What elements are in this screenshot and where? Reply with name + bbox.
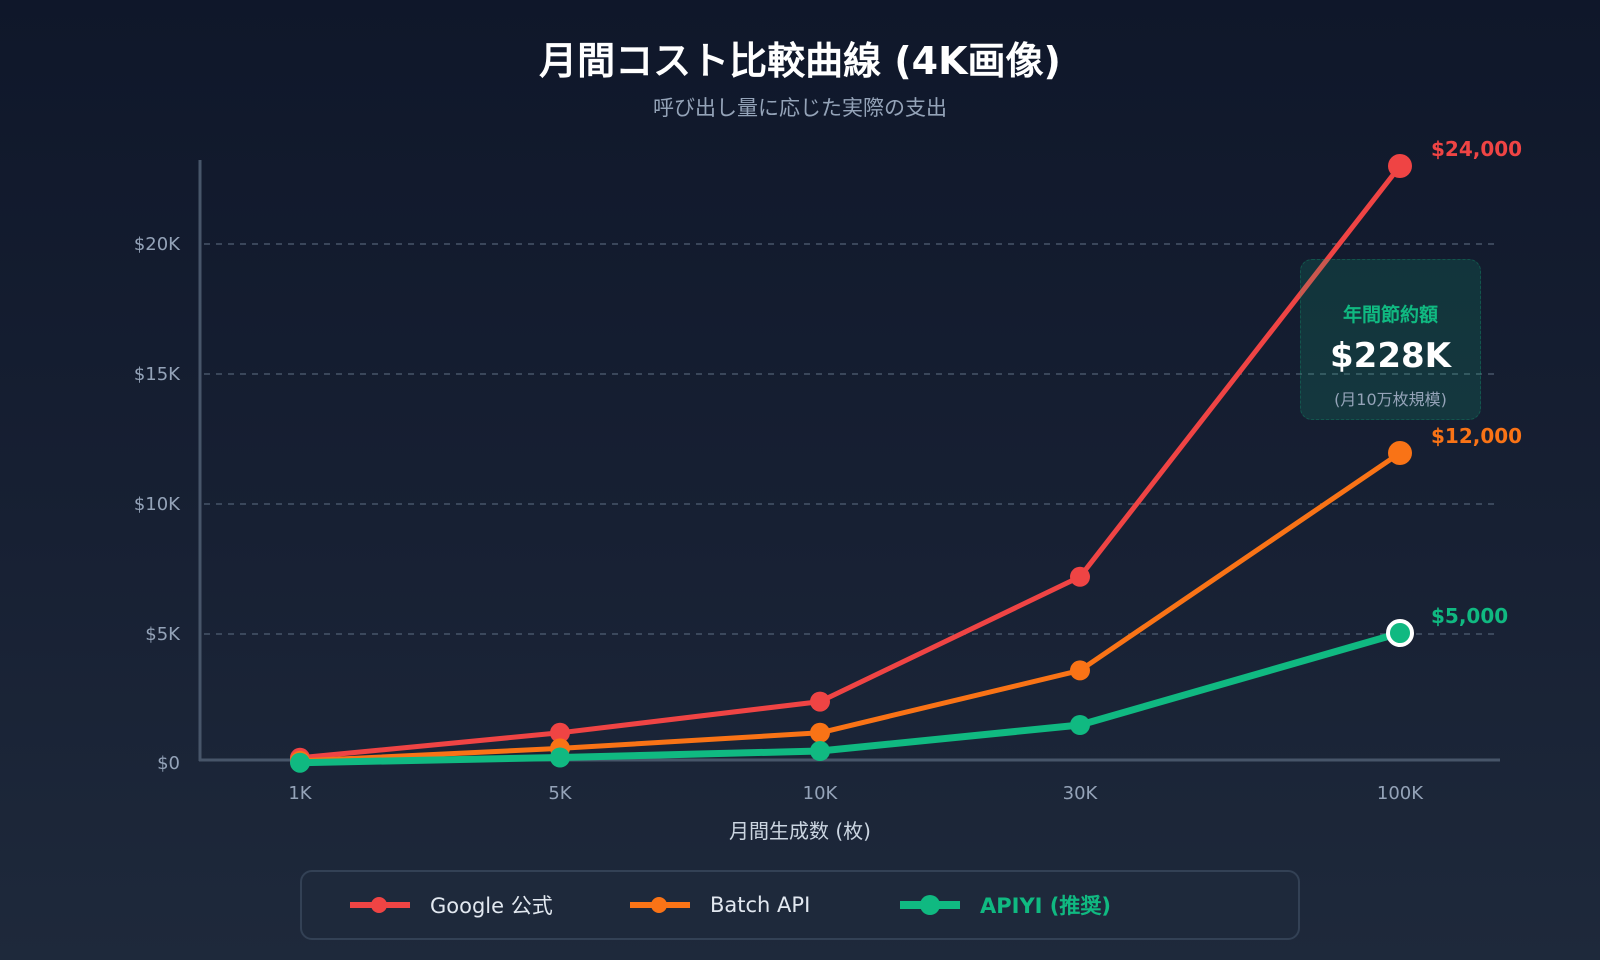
legend-label: Google 公式	[430, 894, 553, 918]
data-point-marker[interactable]	[810, 722, 830, 743]
data-point-marker[interactable]	[810, 741, 830, 761]
data-series	[290, 154, 1414, 773]
chart-title: 月間コスト比較曲線 (4K画像)	[539, 39, 1061, 83]
x-tick-label: 1K	[288, 783, 312, 804]
x-tick-label: 30K	[1063, 783, 1099, 804]
data-point-marker[interactable]	[1388, 441, 1412, 465]
savings-title: 年間節約額	[1342, 304, 1438, 326]
legend-item-batch[interactable]: Batch API	[630, 872, 810, 938]
data-point-marker[interactable]	[550, 747, 570, 768]
y-axis-ticks: $0 $5K $10K $15K $20K	[134, 234, 181, 774]
data-point-marker[interactable]	[810, 691, 830, 712]
y-tick-label: $20K	[134, 234, 181, 255]
series-line	[297, 450, 1403, 764]
chart-subtitle: 呼び出し量に応じた実際の支出	[653, 96, 947, 120]
chart-legend: Google 公式 Batch API APIYI (推奨)	[300, 870, 1300, 940]
data-point-marker[interactable]	[1388, 154, 1412, 178]
legend-label: Batch API	[710, 893, 811, 917]
data-point-marker[interactable]	[1070, 660, 1090, 681]
legend-line-marker-icon	[900, 895, 960, 915]
end-value-labels: $24,000 $12,000 $5,000	[1431, 137, 1522, 628]
series-line	[297, 163, 1403, 761]
series-1	[290, 441, 1412, 771]
axes	[198, 160, 1500, 762]
end-value-label: $24,000	[1431, 137, 1522, 161]
data-point-marker[interactable]	[1070, 715, 1090, 735]
legend-line-marker-icon	[630, 895, 690, 915]
savings-value: $228K	[1330, 336, 1451, 376]
legend-label: APIYI (推奨)	[980, 894, 1111, 918]
y-tick-label: $15K	[134, 364, 181, 385]
data-point-marker[interactable]	[290, 752, 310, 773]
x-tick-label: 10K	[803, 783, 839, 804]
x-tick-label: 5K	[548, 783, 572, 804]
x-axis-ticks: 1K 5K 10K 30K 100K	[288, 783, 1424, 804]
y-tick-label: $0	[157, 753, 180, 774]
x-axis-label: 月間生成数 (枚)	[729, 819, 871, 843]
savings-note: (月10万枚規模)	[1334, 390, 1447, 409]
data-point-marker[interactable]	[1386, 619, 1414, 647]
end-value-label: $12,000	[1431, 424, 1522, 448]
series-2	[290, 619, 1414, 773]
data-point-marker[interactable]	[550, 722, 570, 743]
legend-line-marker-icon	[350, 895, 410, 915]
legend-item-apiyi[interactable]: APIYI (推奨)	[900, 872, 1111, 938]
legend-item-google[interactable]: Google 公式	[350, 872, 553, 938]
end-value-label: $5,000	[1431, 604, 1508, 628]
y-tick-label: $10K	[134, 494, 181, 515]
y-tick-label: $5K	[145, 624, 181, 645]
x-tick-label: 100K	[1377, 783, 1424, 804]
annual-savings-callout: 年間節約額 $228K (月10万枚規模)	[1300, 259, 1481, 420]
data-point-marker[interactable]	[1070, 566, 1090, 587]
gridlines	[204, 243, 1500, 635]
